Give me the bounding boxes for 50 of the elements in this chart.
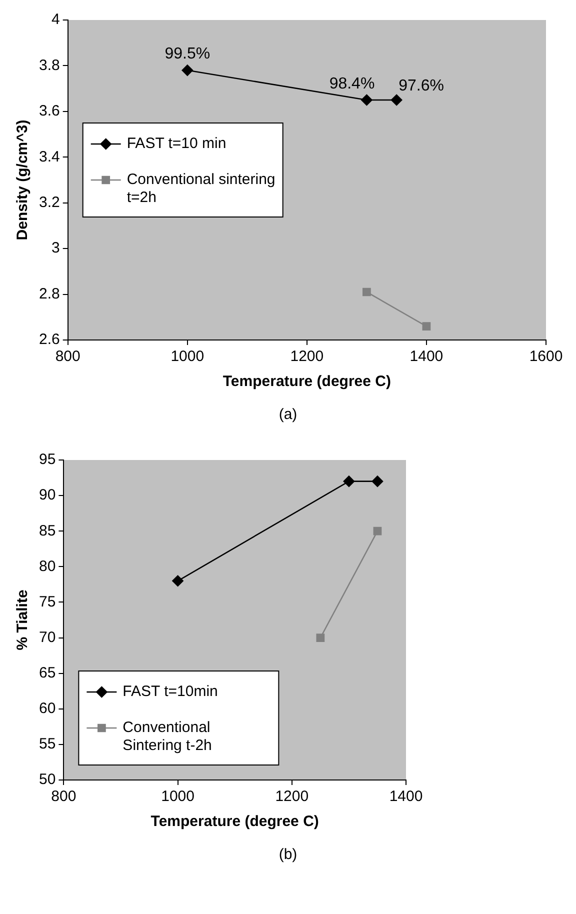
x-tick-label: 1200 — [275, 788, 309, 806]
y-axis-title: % Tialite — [14, 590, 32, 650]
y-tick-label: 85 — [38, 522, 56, 540]
annotation: 97.6% — [398, 77, 444, 94]
x-axis-title: Temperature (degree C) — [222, 373, 391, 390]
y-axis-title: Density (g/cm^3) — [14, 120, 32, 240]
x-axis-title: Temperature (degree C) — [150, 813, 319, 830]
legend-label: Conventional Sintering t-2h — [122, 719, 212, 754]
point — [182, 64, 194, 76]
y-tick-label: 80 — [38, 558, 56, 575]
legend-label: FAST t=10 min — [126, 135, 226, 152]
point — [390, 94, 402, 106]
y-tick-label: 60 — [38, 700, 56, 718]
y-tick-label: 70 — [38, 628, 56, 646]
x-tick-label: 1000 — [170, 348, 204, 366]
annotation: 99.5% — [164, 46, 210, 63]
x-tick-label: 800 — [55, 348, 80, 366]
x-tick-label: 1000 — [161, 788, 194, 806]
point — [172, 575, 184, 587]
y-tick-label: 55 — [38, 736, 56, 753]
y-tick-label: 95 — [38, 451, 56, 468]
point — [372, 476, 384, 487]
annotation: 98.4% — [329, 75, 375, 92]
y-tick-label: 75 — [38, 593, 56, 610]
text: (b) — [278, 845, 298, 865]
y-tick-label: 50 — [38, 771, 56, 788]
point — [316, 634, 325, 642]
point — [343, 476, 355, 487]
point — [361, 94, 372, 106]
legend-label: FAST t=10min — [122, 683, 218, 700]
point — [362, 288, 371, 296]
y-tick-label: 3.8 — [38, 56, 60, 74]
point — [373, 526, 382, 536]
y-tick-label: 3.6 — [38, 102, 60, 120]
x-tick-label: 1400 — [389, 788, 423, 806]
y-tick-label: 65 — [38, 664, 56, 682]
x-tick-label: 1400 — [410, 348, 444, 366]
y-tick-label: 3.4 — [38, 148, 60, 166]
y-tick-label: 3 — [52, 240, 60, 257]
y-tick-label: 2.6 — [38, 331, 60, 348]
x-tick-label: 1200 — [290, 348, 324, 366]
point — [422, 322, 431, 330]
y-tick-label: 2.8 — [38, 285, 60, 302]
legend-label: Conventional sintering t=2h — [126, 171, 276, 206]
y-tick-label: 4 — [52, 11, 60, 28]
x-tick-label: 1600 — [529, 348, 563, 366]
y-tick-label: 90 — [38, 486, 56, 504]
y-tick-label: 3.2 — [38, 194, 60, 211]
text: (a) — [278, 405, 298, 425]
x-tick-label: 800 — [51, 788, 76, 806]
